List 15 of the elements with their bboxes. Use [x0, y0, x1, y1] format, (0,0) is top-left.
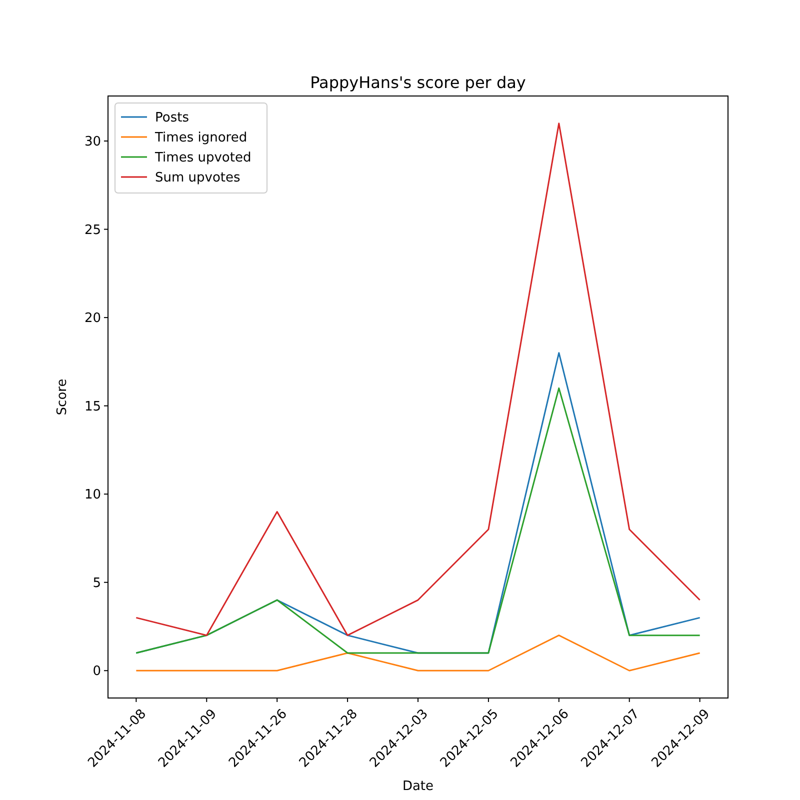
chart-title: PappyHans's score per day [310, 73, 526, 92]
line-series [135, 122, 701, 636]
y-tick-label: 5 [92, 576, 101, 591]
y-tick-label: 0 [92, 664, 101, 680]
y-tick-label: 10 [84, 488, 101, 503]
legend-label: Posts [155, 110, 190, 126]
y-tick-label: 20 [84, 311, 101, 326]
legend-label: Sum upvotes [155, 170, 241, 186]
y-tick-label: 25 [84, 222, 101, 238]
x-axis-title: Date [402, 779, 434, 794]
legend-label: Times ignored [154, 130, 248, 146]
y-tick-label: 15 [84, 399, 101, 414]
legend-label: Times upvoted [154, 150, 252, 166]
y-axis-title: Score [55, 378, 70, 416]
y-tick-label: 30 [84, 134, 101, 150]
